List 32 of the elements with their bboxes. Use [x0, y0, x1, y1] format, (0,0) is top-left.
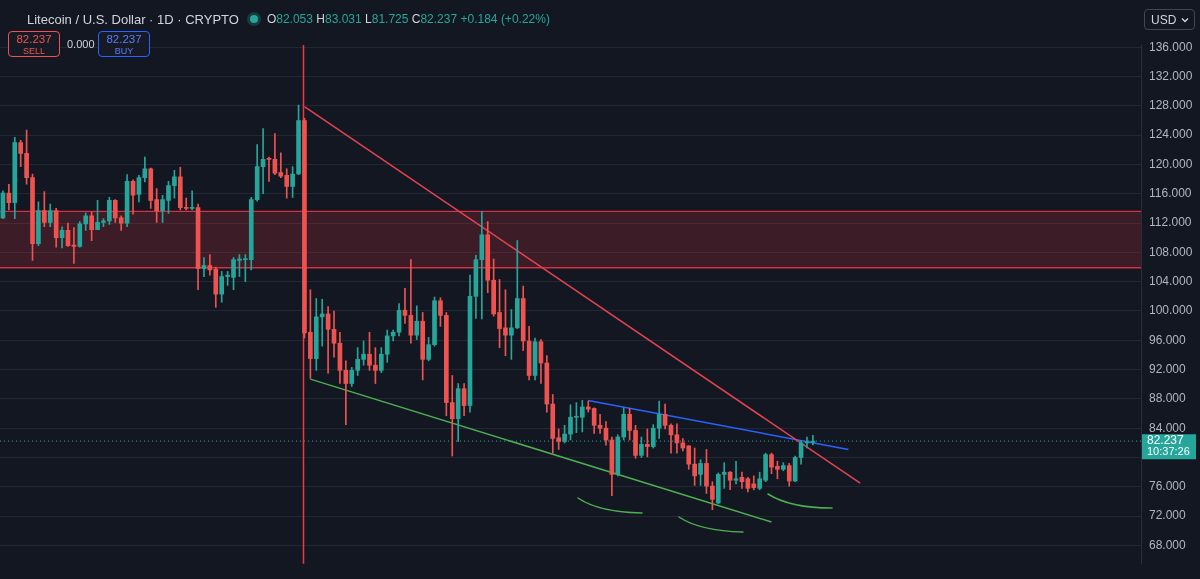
y-tick-label: 136.000 [1149, 39, 1193, 54]
ref-line-label: 82.237 [1147, 433, 1185, 448]
candlestick [597, 413, 603, 434]
annotation: BUY [113, 46, 135, 57]
text: 10:37:26 [1147, 445, 1190, 458]
annotation: SELL [22, 46, 46, 57]
y-tick-label: 88.000 [1149, 391, 1187, 406]
y-tick-label: 84.000 [1149, 420, 1187, 435]
y-tick-label: 108.000 [1149, 244, 1193, 259]
candlestick [266, 156, 272, 182]
buy-button: 82.237 BUY [98, 31, 150, 57]
y-tick-label: 112.000 [1149, 215, 1192, 230]
y-tick-label: 76.000 [1149, 479, 1187, 494]
candlestick [733, 460, 739, 485]
chart-title: Litecoin / U.S. Dollar · 1D · CRYPTO [27, 11, 239, 27]
candlestick [201, 257, 207, 277]
y-tick-label: 132.000 [1149, 68, 1193, 83]
y-tick-label: 116.000 [1149, 186, 1192, 201]
y-tick-label: 92.000 [1149, 361, 1187, 376]
y-tick-label: 100.000 [1149, 303, 1193, 318]
candlestick [189, 190, 195, 211]
y-tick-label: 72.000 [1149, 508, 1187, 523]
y-tick-label: 96.000 [1149, 332, 1187, 347]
annotation: 0.000 [67, 38, 95, 50]
sell-button: 82.237 SELL [8, 31, 60, 57]
y-tick-label: 104.000 [1149, 274, 1193, 288]
y-tick-label: 128.000 [1149, 98, 1193, 113]
y-tick-label: 120.000 [1149, 156, 1193, 171]
y-tick-label: 124.000 [1149, 127, 1193, 142]
y-tick-label: 68.000 [1149, 537, 1187, 552]
text: O82.053 H83.031 L81.725 C82.237 +0.184 (+0.22%) [266, 12, 550, 26]
dropdown: USD [1144, 9, 1195, 30]
